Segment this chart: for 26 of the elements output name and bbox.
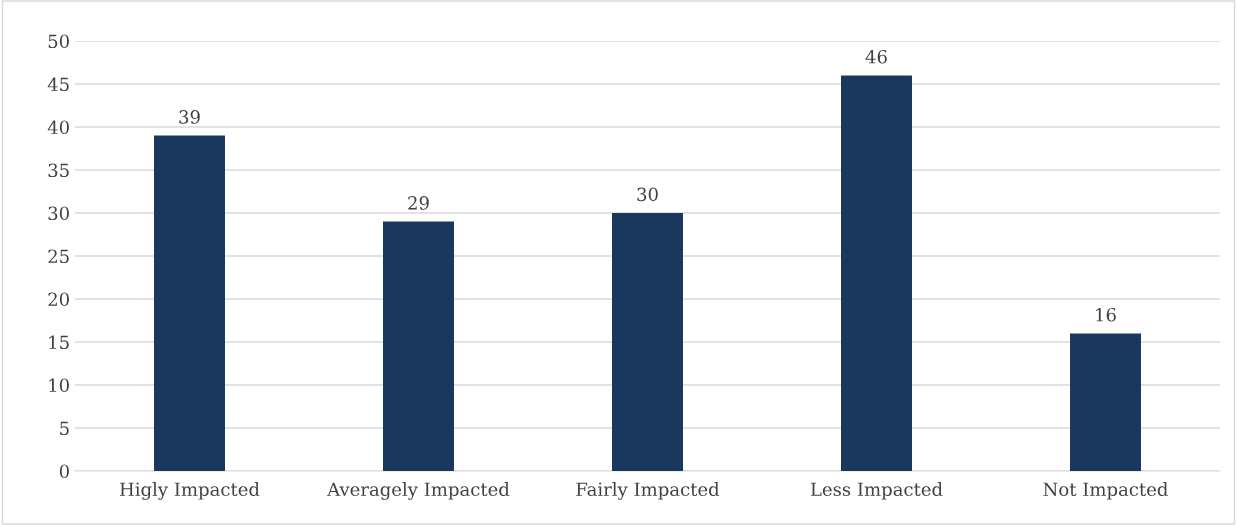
y-tick-label: 5: [60, 421, 69, 436]
data-label: 30: [637, 187, 658, 202]
data-label: 46: [865, 49, 887, 64]
x-tick-label: Higly Impacted: [120, 482, 260, 500]
bar: [612, 213, 683, 471]
y-tick-label: 15: [49, 335, 69, 350]
y-tick-label: 25: [48, 249, 69, 264]
bar: [383, 221, 454, 471]
data-label: 39: [179, 110, 200, 124]
y-tick-label: 30: [48, 206, 69, 221]
bar: [841, 75, 912, 471]
bar: [154, 135, 225, 471]
y-tick-label: 20: [48, 292, 69, 307]
y-tick-label: 45: [47, 77, 69, 92]
data-label: 29: [408, 196, 429, 210]
bar: [1070, 333, 1141, 471]
y-tick-label: 35: [48, 163, 69, 178]
x-tick-label: Not Impacted: [1043, 482, 1168, 500]
y-tick-label: 40: [47, 120, 69, 135]
x-tick-label: Fairly Impacted: [576, 482, 720, 500]
y-tick-label: 0: [59, 464, 69, 479]
y-tick-label: 10: [49, 378, 69, 393]
data-label: 16: [1096, 307, 1116, 322]
y-tick-label: 50: [48, 34, 69, 49]
x-tick-label: Less Impacted: [810, 482, 943, 500]
x-tick-label: Averagely Impacted: [327, 482, 510, 500]
